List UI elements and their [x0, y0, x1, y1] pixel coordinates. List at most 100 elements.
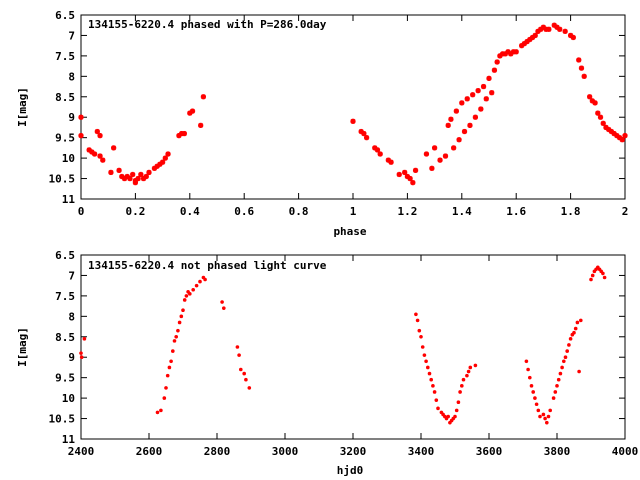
- data-point: [143, 173, 149, 180]
- data-point: [437, 157, 443, 163]
- data-point: [174, 334, 178, 339]
- data-point: [454, 408, 459, 413]
- x-tick-label: 0.4: [180, 205, 200, 218]
- plot-frame: [80, 14, 626, 200]
- data-point: [188, 292, 192, 296]
- data-point: [570, 34, 576, 41]
- y-tick-label: 8.5: [55, 331, 75, 344]
- data-point: [198, 279, 202, 284]
- data-point: [448, 116, 454, 122]
- y-tick-label: 7: [68, 269, 75, 282]
- data-point: [533, 396, 537, 400]
- data-point: [453, 414, 457, 419]
- data-point: [420, 345, 425, 349]
- data-point: [155, 410, 160, 415]
- data-point: [167, 365, 172, 370]
- data-point: [426, 365, 430, 370]
- y-tick-label: 6.5: [55, 249, 75, 262]
- data-point: [555, 384, 559, 388]
- data-point: [513, 49, 519, 55]
- y-tick-label: 10: [62, 152, 75, 165]
- data-point: [162, 396, 167, 400]
- data-point: [169, 359, 173, 364]
- data-point: [576, 57, 582, 63]
- data-point: [132, 180, 138, 186]
- data-point: [548, 408, 552, 413]
- data-point: [445, 122, 451, 128]
- data-point: [575, 320, 580, 325]
- data-point: [601, 271, 605, 276]
- data-point: [179, 314, 184, 319]
- data-point: [417, 328, 422, 333]
- data-point: [189, 108, 196, 114]
- data-point: [191, 287, 195, 292]
- data-point: [461, 377, 466, 382]
- x-tick-label: 1.6: [506, 205, 526, 218]
- data-point: [475, 88, 481, 94]
- data-point: [460, 384, 464, 388]
- data-point: [177, 320, 182, 325]
- x-tick-label: 1.2: [397, 205, 417, 218]
- data-point: [97, 153, 103, 159]
- data-point: [79, 351, 83, 355]
- y-tick-label: 9.5: [55, 132, 75, 145]
- x-axis-label: hjd0: [337, 464, 364, 477]
- data-point: [442, 153, 449, 159]
- data-point: [451, 145, 457, 151]
- data-point: [127, 175, 133, 182]
- data-point: [184, 294, 189, 298]
- data-point: [160, 159, 166, 165]
- data-point: [412, 167, 419, 173]
- ticks-group: 2400 2600 2800 3000 3200 3400 3600 3800 4000 6.5 7…: [49, 249, 639, 458]
- data-point: [361, 130, 367, 137]
- x-tick-label: 3800: [544, 445, 571, 458]
- x-tick-label: 0.8: [289, 205, 309, 218]
- data-point: [543, 416, 547, 421]
- data-point: [486, 75, 492, 81]
- unphased-light-curve-panel: 2400 2600 2800 3000 3200 3400 3600 3800 4000 6.5 7…: [16, 249, 638, 477]
- data-point: [235, 345, 240, 349]
- data-point: [453, 108, 459, 114]
- data-point: [472, 114, 478, 120]
- y-tick-label: 10.5: [49, 173, 76, 186]
- data-point: [176, 328, 180, 333]
- data-point: [410, 180, 416, 186]
- data-point: [491, 67, 498, 73]
- data-point: [100, 157, 106, 163]
- data-point: [423, 151, 430, 157]
- x-tick-label: 2800: [204, 445, 231, 458]
- x-tick-label: 2: [622, 205, 629, 218]
- data-point: [116, 167, 122, 173]
- data-point: [404, 173, 410, 180]
- data-point: [567, 343, 571, 347]
- data-point: [466, 369, 471, 374]
- data-point: [526, 367, 530, 372]
- data-point: [577, 369, 581, 374]
- data-point: [553, 390, 558, 394]
- data-point: [220, 300, 224, 304]
- data-point: [414, 312, 418, 317]
- data-point: [531, 390, 535, 394]
- data-point: [419, 334, 423, 339]
- data-point: [182, 298, 187, 302]
- x-tick-label: 1: [350, 205, 357, 218]
- y-tick-label: 9: [68, 111, 75, 124]
- data-point: [480, 83, 487, 90]
- data-point: [546, 414, 551, 419]
- x-tick-label: 0.2: [125, 205, 145, 218]
- data-point: [164, 386, 168, 390]
- data-point: [172, 339, 177, 343]
- data-point: [456, 137, 462, 143]
- data-point: [489, 90, 495, 96]
- x-axis-label: phase: [333, 225, 366, 238]
- y-tick-label: 6.5: [55, 9, 75, 22]
- data-point: [78, 133, 84, 139]
- data-point: [473, 363, 478, 368]
- data-point: [551, 396, 556, 400]
- data-point: [595, 110, 601, 116]
- data-point: [538, 414, 542, 419]
- data-point: [483, 96, 489, 102]
- data-point: [181, 308, 185, 313]
- y-tick-label: 7.5: [55, 50, 75, 63]
- data-point: [560, 365, 564, 370]
